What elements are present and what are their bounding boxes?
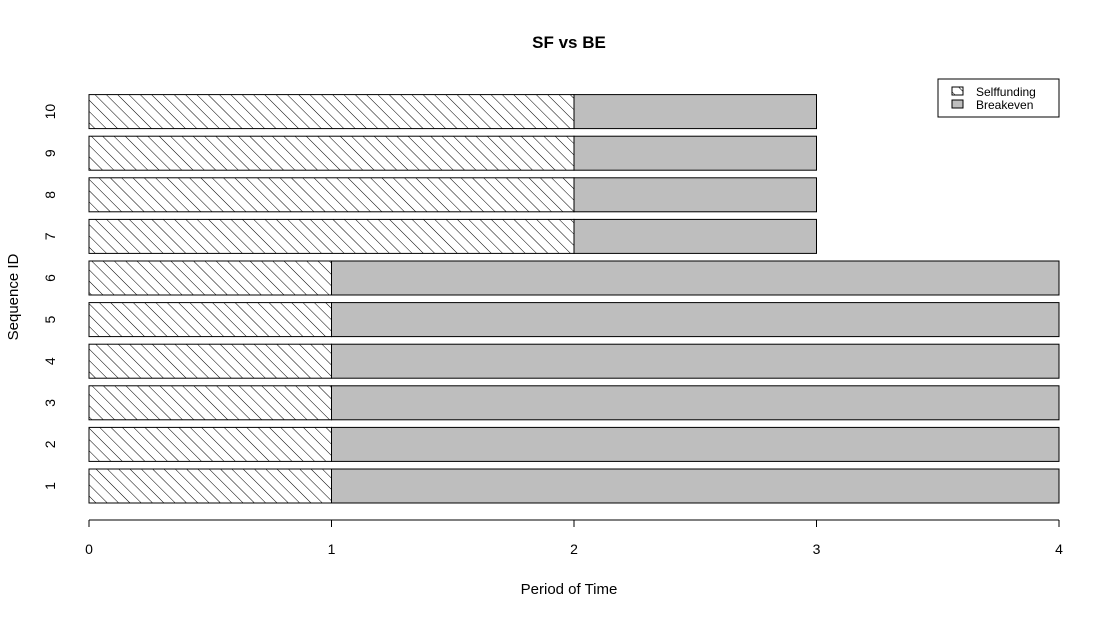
legend-label-breakeven: Breakeven [976,98,1033,112]
y-tick-label: 8 [42,191,58,199]
x-tick-label: 4 [1055,541,1063,557]
x-tick-label: 3 [813,541,821,557]
bar-selffunding-seq-9 [88,135,575,171]
y-axis-label: Sequence ID [5,253,22,340]
bar-selffunding-seq-1 [88,468,332,504]
bar-selffunding-seq-4 [88,343,332,379]
x-tick-label: 2 [570,541,578,557]
bar-selffunding-seq-10 [88,94,575,130]
bar-selffunding-seq-3 [88,385,332,421]
y-tick-label: 3 [42,399,58,407]
y-tick-label: 2 [42,440,58,448]
bar-breakeven-seq-8 [573,177,817,213]
y-tick-label: 9 [42,149,58,157]
bar-breakeven-seq-1 [331,468,1060,504]
bar-selffunding-seq-8 [88,177,575,213]
y-tick-labels: 1 2 3 4 5 6 7 8 9 10 [42,104,58,490]
bar-selffunding-seq-7 [88,218,575,254]
chart-title: SF vs BE [532,33,606,52]
bar-breakeven-seq-3 [331,385,1060,421]
legend-box [937,78,1060,118]
bar-breakeven-seq-9 [573,135,817,171]
y-tick-label: 5 [42,315,58,323]
x-axis-label: Period of Time [521,581,618,598]
x-tick-label: 0 [85,541,93,557]
bar-breakeven-seq-4 [331,343,1060,379]
y-tick-label: 4 [42,357,58,365]
bar-selffunding-seq-6 [88,260,332,296]
bar-breakeven-seq-10 [573,94,817,130]
bar-selffunding-seq-5 [88,302,332,338]
legend-label-selffunding: Selffunding [976,85,1036,99]
bar-breakeven-seq-2 [331,426,1060,462]
y-tick-label: 10 [42,104,58,120]
legend: Selffunding Breakeven [937,78,1060,118]
legend-swatch-breakeven [951,99,964,109]
y-tick-label: 7 [42,232,58,240]
bar-breakeven-seq-7 [573,218,817,254]
bars-group [88,94,1060,504]
x-axis: 0 1 2 3 4 [85,519,1063,557]
bar-breakeven-seq-5 [331,302,1060,338]
legend-swatch-selffunding [951,86,964,96]
bar-breakeven-seq-6 [331,260,1060,296]
y-tick-label: 6 [42,274,58,282]
bar-selffunding-seq-2 [88,426,332,462]
x-tick-label: 1 [328,541,336,557]
y-tick-label: 1 [42,482,58,490]
